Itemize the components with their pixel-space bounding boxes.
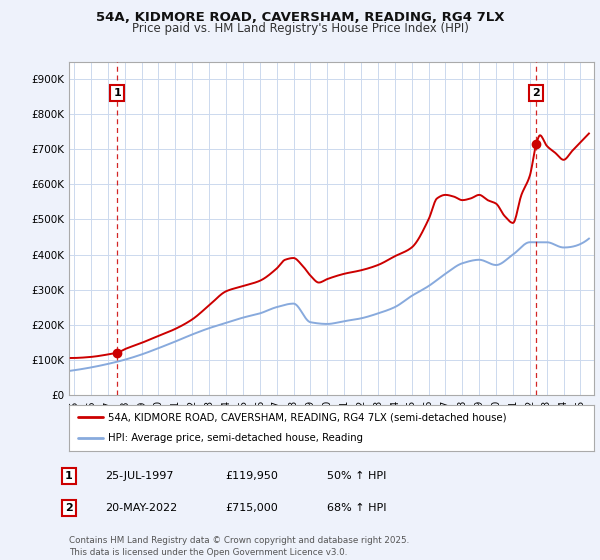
- Text: 68% ↑ HPI: 68% ↑ HPI: [327, 503, 386, 513]
- Text: 2: 2: [532, 88, 540, 98]
- Text: 54A, KIDMORE ROAD, CAVERSHAM, READING, RG4 7LX (semi-detached house): 54A, KIDMORE ROAD, CAVERSHAM, READING, R…: [109, 412, 507, 422]
- Text: 50% ↑ HPI: 50% ↑ HPI: [327, 471, 386, 481]
- Text: 25-JUL-1997: 25-JUL-1997: [105, 471, 173, 481]
- Text: 1: 1: [113, 88, 121, 98]
- Text: Contains HM Land Registry data © Crown copyright and database right 2025.
This d: Contains HM Land Registry data © Crown c…: [69, 536, 409, 557]
- Text: 54A, KIDMORE ROAD, CAVERSHAM, READING, RG4 7LX: 54A, KIDMORE ROAD, CAVERSHAM, READING, R…: [96, 11, 504, 24]
- Text: 2: 2: [65, 503, 73, 513]
- Text: £119,950: £119,950: [225, 471, 278, 481]
- Text: Price paid vs. HM Land Registry's House Price Index (HPI): Price paid vs. HM Land Registry's House …: [131, 22, 469, 35]
- Text: 20-MAY-2022: 20-MAY-2022: [105, 503, 177, 513]
- Text: £715,000: £715,000: [225, 503, 278, 513]
- Text: HPI: Average price, semi-detached house, Reading: HPI: Average price, semi-detached house,…: [109, 433, 364, 444]
- Text: 1: 1: [65, 471, 73, 481]
